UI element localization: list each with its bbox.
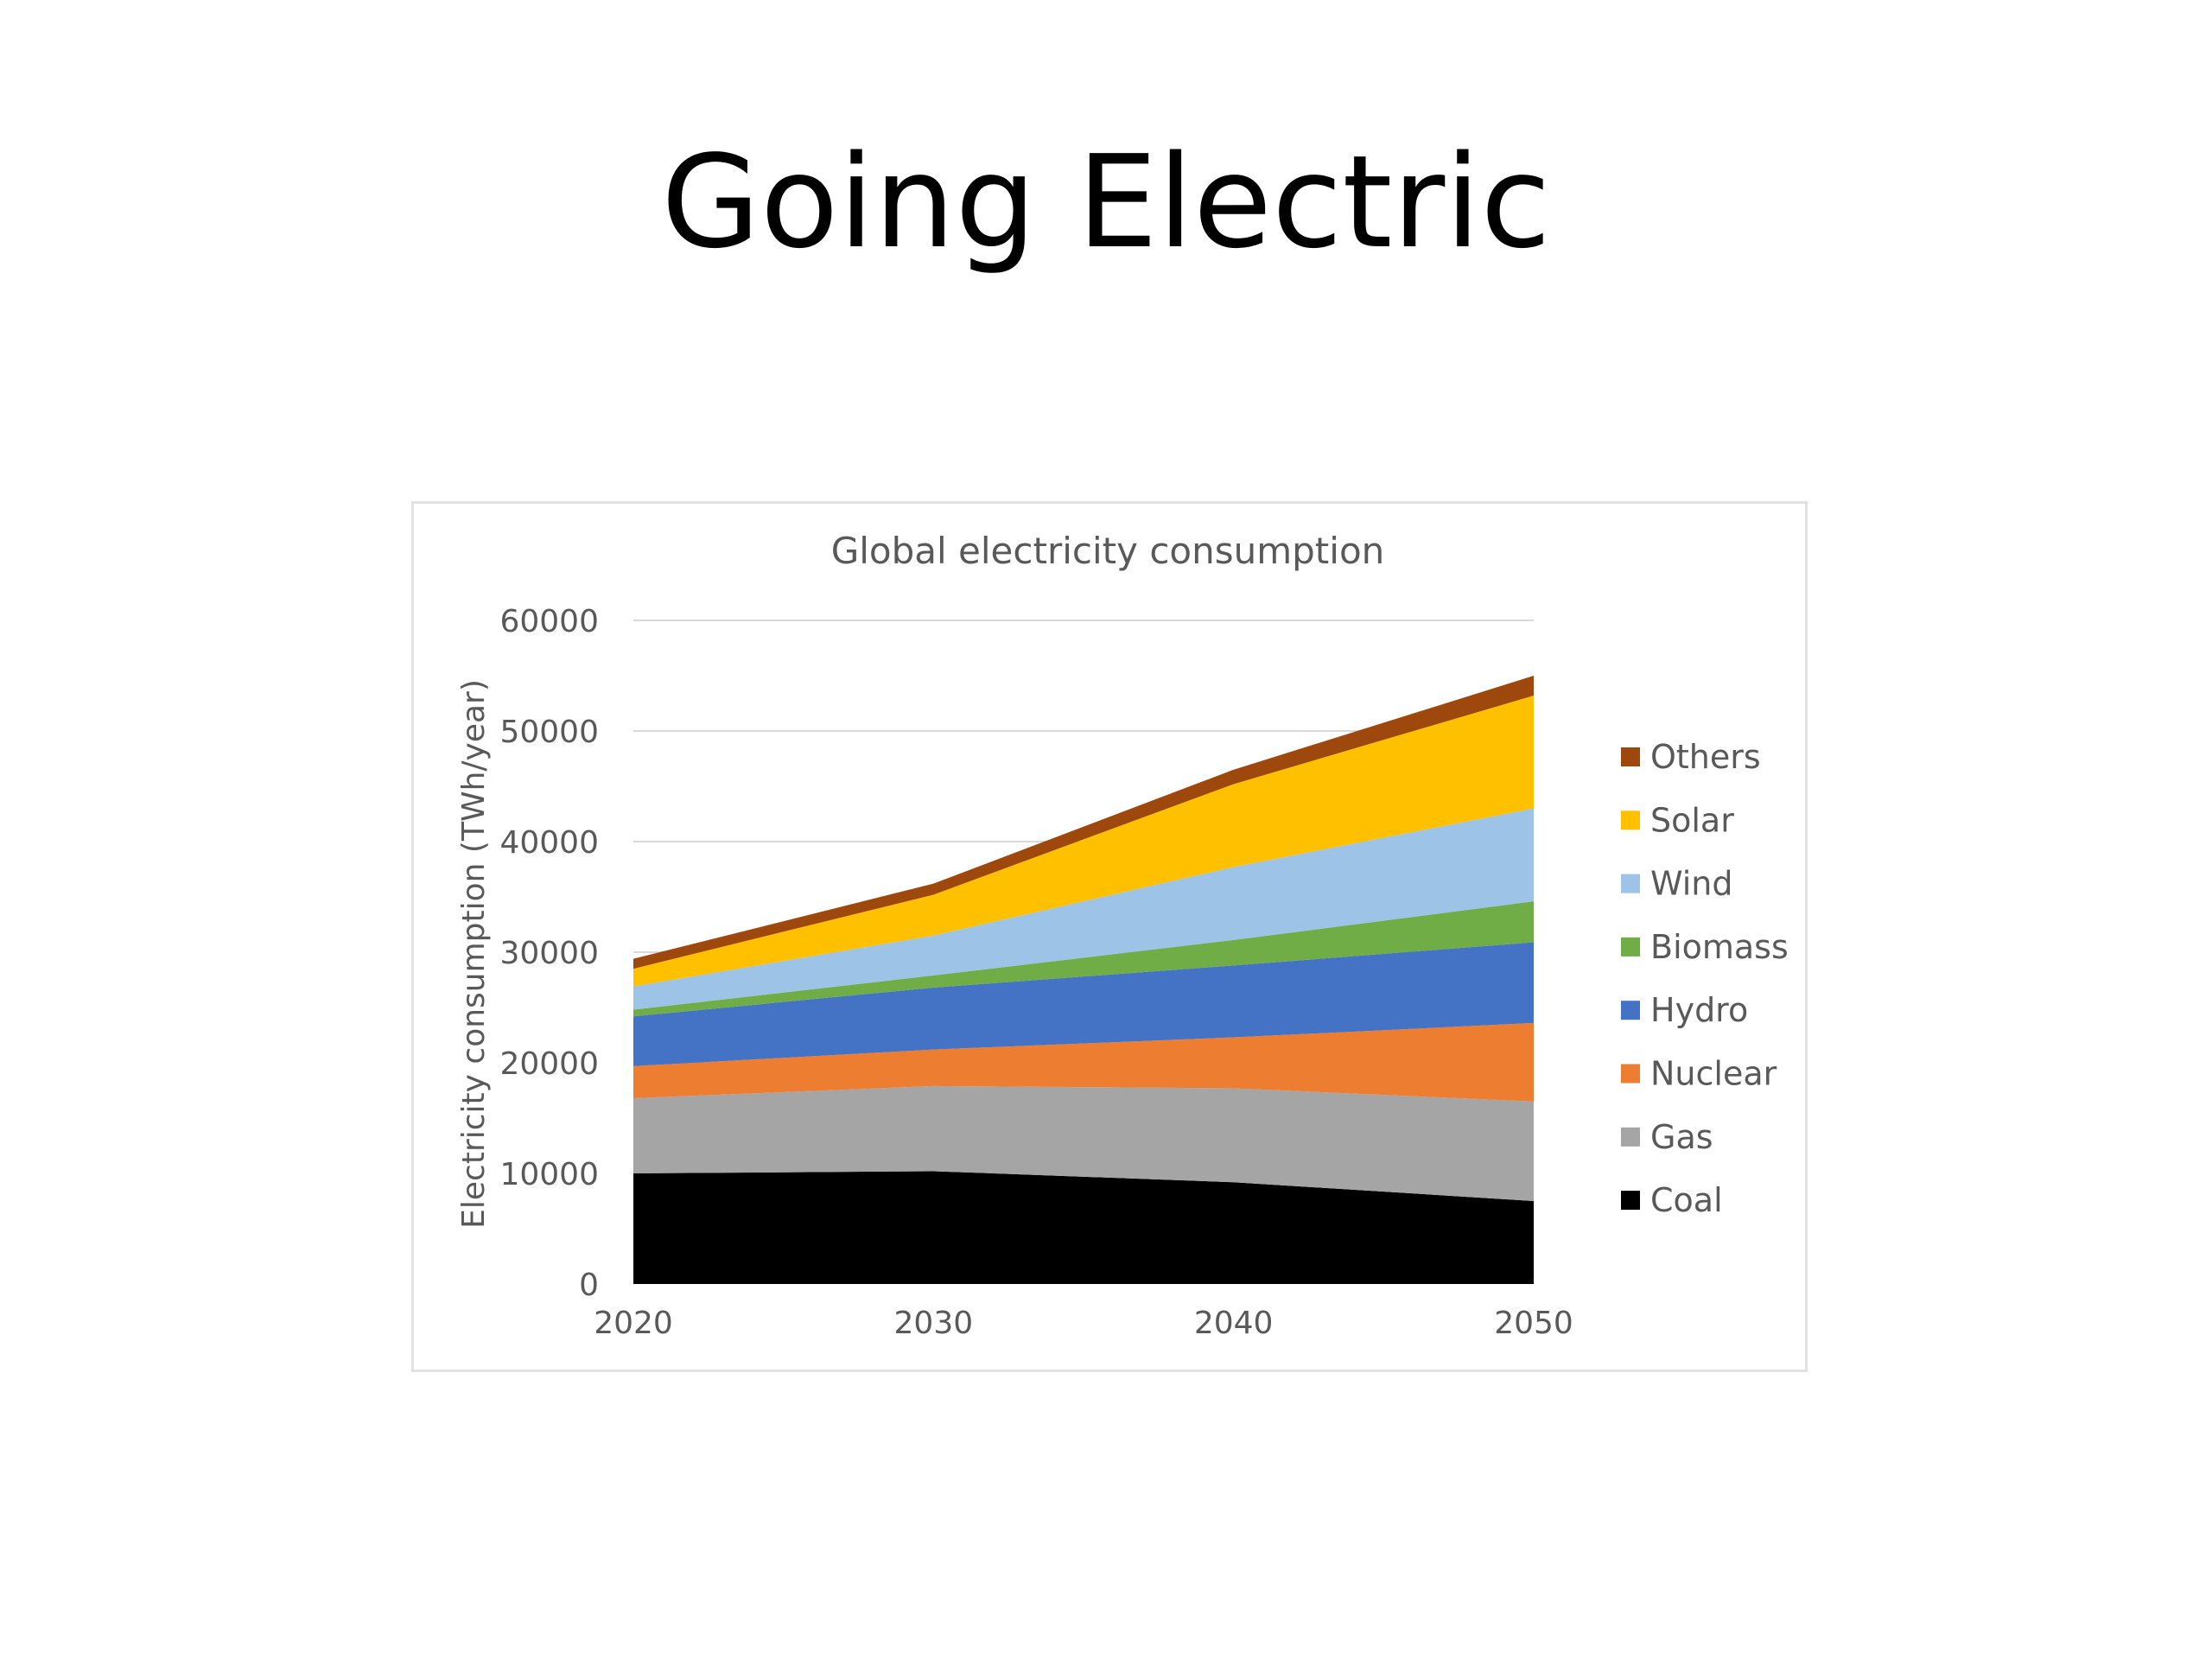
y-tick-label: 60000: [499, 604, 599, 639]
legend-label-wind: Wind: [1650, 865, 1733, 903]
y-axis-label: Electricity consumption (TWh/year): [456, 679, 492, 1229]
y-tick-label: 50000: [499, 715, 599, 750]
y-axis-ticks: 0 10000 20000 30000 40000 50000 60000: [499, 604, 599, 1303]
slide-title: Going Electric: [661, 128, 1551, 276]
legend-label-gas: Gas: [1650, 1118, 1713, 1156]
legend-label-biomass: Biomass: [1650, 928, 1789, 966]
area-coal: [633, 1171, 1534, 1284]
legend-label-hydro: Hydro: [1650, 991, 1748, 1029]
legend-swatch-nuclear: [1621, 1064, 1640, 1084]
legend-label-others: Others: [1650, 738, 1761, 776]
legend-label-solar: Solar: [1650, 801, 1734, 839]
legend: Others Solar Wind Biomass Hydro Nuclear Gas Coa…: [1621, 738, 1789, 1219]
chart-title: Global electricity consumption: [831, 530, 1385, 572]
area-wind: [633, 808, 1534, 1010]
legend-swatch-gas: [1621, 1127, 1640, 1147]
x-tick-label: 2050: [1494, 1306, 1573, 1341]
legend-swatch-coal: [1621, 1191, 1640, 1211]
legend-swatch-wind: [1621, 874, 1640, 893]
x-axis-ticks: 2020 2030 2040 2050: [594, 1306, 1573, 1341]
area-nuclear: [633, 1022, 1534, 1102]
area-others: [633, 676, 1534, 969]
x-tick-label: 2020: [594, 1306, 673, 1341]
x-tick-label: 2030: [894, 1306, 974, 1341]
legend-label-coal: Coal: [1650, 1181, 1723, 1219]
area-gas: [633, 1085, 1534, 1201]
legend-swatch-hydro: [1621, 1001, 1640, 1020]
x-tick-label: 2040: [1194, 1306, 1274, 1341]
y-tick-label: 20000: [499, 1046, 599, 1082]
legend-swatch-biomass: [1621, 937, 1640, 957]
area-series-layer: [633, 676, 1534, 1284]
legend-swatch-solar: [1621, 810, 1640, 830]
y-tick-label: 10000: [499, 1157, 599, 1192]
area-solar: [633, 696, 1534, 987]
legend-label-nuclear: Nuclear: [1650, 1055, 1777, 1093]
y-tick-label: 40000: [499, 825, 599, 861]
y-tick-label: 30000: [499, 936, 599, 971]
y-tick-label: 0: [579, 1268, 599, 1303]
area-biomass: [633, 901, 1534, 1017]
legend-swatch-others: [1621, 747, 1640, 766]
area-hydro: [633, 942, 1534, 1066]
